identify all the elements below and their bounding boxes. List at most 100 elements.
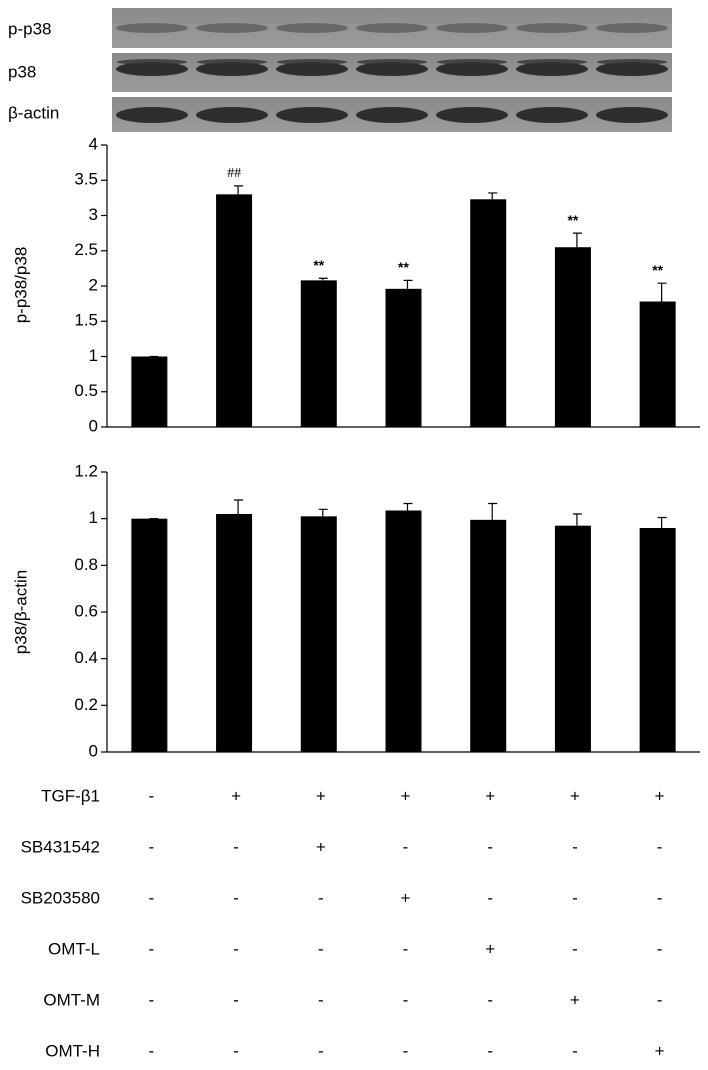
treatment-sign: + [655,1041,665,1060]
y-tick-label: 0.8 [74,555,98,574]
treatment-sign: + [401,888,411,907]
blot-band [436,107,508,123]
blot-band [596,62,668,76]
y-tick-label: 1 [89,508,98,527]
y-tick-label: 0 [89,416,98,435]
y-tick-label: 1.2 [74,461,98,480]
treatment-label: OMT-H [45,1041,100,1060]
error-bar [318,508,328,517]
treatment-sign: - [149,939,155,958]
treatment-sign: - [487,888,493,907]
bar [131,356,168,427]
annotation: ## [227,166,241,181]
treatment-sign: - [403,1041,409,1060]
blot-band [117,59,187,65]
blot-band [116,62,188,76]
bar [554,247,591,427]
blot-band [436,62,508,76]
bar [300,516,337,752]
treatment-sign: - [572,1041,578,1060]
error-bar [657,282,667,302]
treatment-sign: + [401,786,411,805]
bar [385,288,422,427]
treatment-sign: + [485,939,495,958]
blot-band [196,23,268,33]
y-tick-label: 1.5 [74,311,98,330]
treatment-sign: - [318,1041,324,1060]
treatment-sign: + [316,837,326,856]
annotation: ** [398,259,409,275]
bar [554,525,591,752]
error-bar [572,232,582,248]
blot-label: p-p38 [8,19,51,38]
bar [470,519,507,752]
treatment-sign: - [403,939,409,958]
treatment-sign: + [655,786,665,805]
bar [300,280,337,427]
treatment-sign: - [403,990,409,1009]
annotation: ** [652,262,663,278]
treatment-sign: + [570,786,580,805]
treatment-sign: - [487,1041,493,1060]
blot-band [196,62,268,76]
treatment-label: OMT-L [48,939,100,958]
blot-band [276,62,348,76]
treatment-sign: - [149,786,155,805]
bar [216,514,253,752]
blot-band [516,107,588,123]
treatment-sign: - [318,990,324,1009]
blot-band [437,59,507,65]
treatment-sign: - [572,939,578,958]
treatment-sign: - [487,837,493,856]
western-blot: p-p38 p38 β-actin [8,8,672,132]
bar [385,510,422,752]
y-tick-label: 1 [89,346,98,365]
blot-band [116,107,188,123]
treatment-sign: - [233,888,239,907]
blot-band [596,23,668,33]
y-axis-label: p-p38/p38 [11,247,30,324]
bar [639,301,676,427]
blot-band [276,107,348,123]
treatment-sign: + [485,786,495,805]
treatment-sign: + [231,786,241,805]
blot-band [197,59,267,65]
treatment-sign: - [572,888,578,907]
treatment-sign: - [657,939,663,958]
bar [470,199,507,427]
blot-band [517,59,587,65]
treatment-sign: - [233,939,239,958]
y-tick-label: 2 [89,275,98,294]
blot-band [356,107,428,123]
y-tick-label: 0.6 [74,601,98,620]
annotation: ** [567,212,578,228]
error-bar [488,192,498,200]
bar [131,518,168,752]
blot-band [357,59,427,65]
bar [639,528,676,752]
treatment-label: SB203580 [21,888,100,907]
y-tick-label: 4 [89,134,98,153]
treatment-sign: - [149,1041,155,1060]
blot-band [196,107,268,123]
treatment-label: TGF-β1 [41,786,100,805]
treatment-label: OMT-M [43,990,100,1009]
treatment-sign: - [657,837,663,856]
treatment-sign: - [403,837,409,856]
treatment-sign: + [316,786,326,805]
error-bar [403,279,413,289]
y-tick-label: 0 [89,741,98,760]
treatment-sign: - [318,939,324,958]
treatment-sign: + [570,990,580,1009]
treatment-sign: - [149,837,155,856]
blot-label: β-actin [8,103,59,122]
blot-band [516,23,588,33]
blot-band [277,59,347,65]
blot-band [597,59,667,65]
treatment-sign: - [657,990,663,1009]
y-tick-label: 0.4 [74,648,98,667]
bar [216,194,253,427]
blot-band [276,23,348,33]
treatment-sign: - [149,888,155,907]
